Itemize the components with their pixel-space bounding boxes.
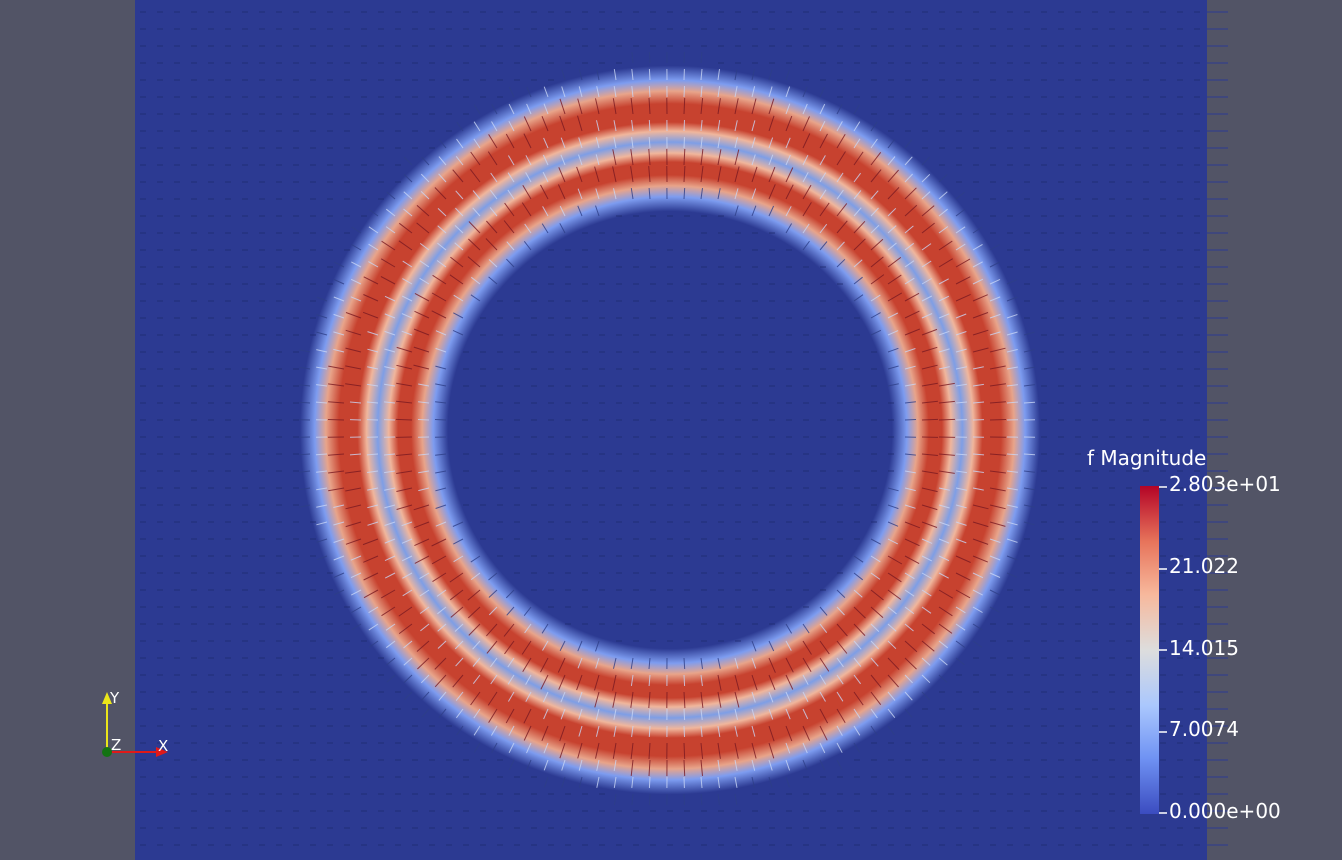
scalar-bar-tick-min: 0.000e+00: [1169, 799, 1281, 823]
scalar-bar-tick-3: 21.022: [1169, 554, 1239, 578]
scalar-bar-tick-max: 2.803e+01: [1169, 472, 1281, 496]
scalar-bar-title: f Magnitude: [1087, 446, 1207, 470]
scalar-bar-tick-1: 7.0074: [1169, 717, 1239, 741]
scalar-bar-tick-2: 14.015: [1169, 636, 1239, 660]
z-axis-label: Z: [111, 736, 122, 754]
x-axis-label: X: [158, 737, 169, 755]
x-axis-arrow: [156, 747, 168, 757]
vector-glyphs: [140, 11, 1200, 846]
orientation-axes: [102, 692, 168, 757]
scalar-bar: [1140, 486, 1167, 814]
y-axis-arrow: [102, 692, 112, 704]
z-axis-dot: [102, 747, 112, 757]
ring-field: [300, 65, 1040, 795]
edge-ticks: [1207, 11, 1228, 846]
y-axis-label: Y: [110, 689, 120, 707]
